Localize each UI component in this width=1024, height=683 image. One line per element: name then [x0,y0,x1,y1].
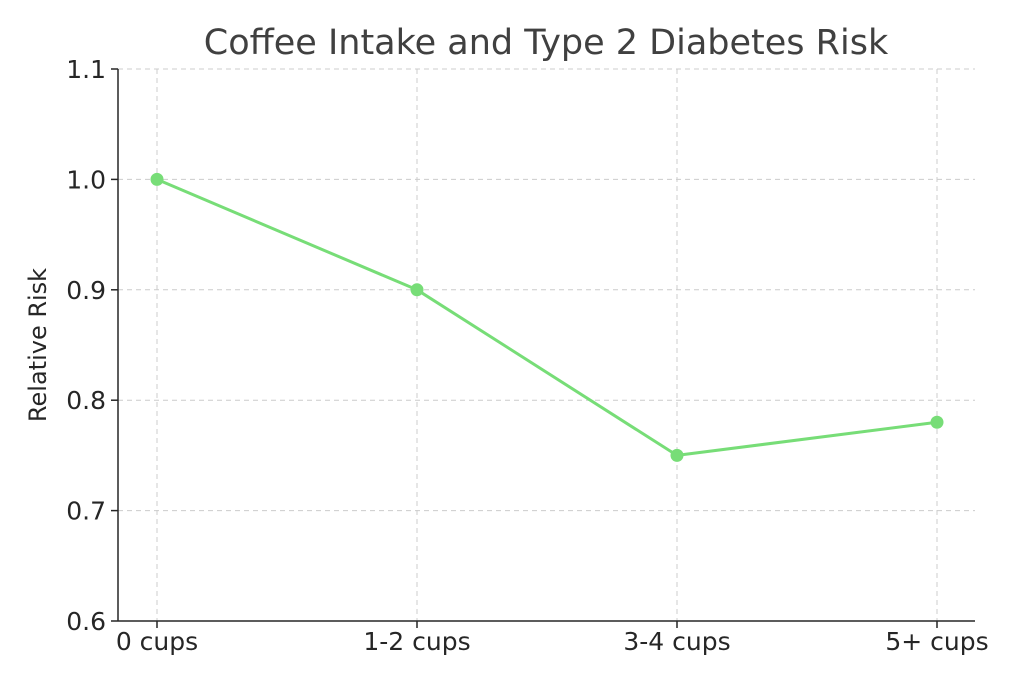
grid-layer [118,68,975,622]
series-line [155,177,939,457]
x-tick-label: 3-4 cups [623,627,730,656]
x-tick-label: 5+ cups [885,627,988,656]
y-tick-label: 0.7 [66,497,106,526]
x-tick-label: 1-2 cups [363,627,470,656]
data-point [670,448,684,462]
data-point [410,283,424,297]
labels-layer: Coffee Intake and Type 2 Diabetes Risk R… [24,23,989,656]
y-tick-label: 1.0 [66,165,106,194]
y-axis-label: Relative Risk [24,268,52,422]
series-layer [150,172,944,462]
y-tick-label: 0.6 [66,607,106,636]
chart-title: Coffee Intake and Type 2 Diabetes Risk [204,23,889,63]
y-tick-label: 0.8 [66,386,106,415]
x-tick-label: 0 cups [116,627,198,656]
data-point [150,172,164,186]
axes-layer [111,68,975,628]
y-tick-label: 1.1 [66,55,106,84]
data-point [930,415,944,429]
y-tick-label: 0.9 [66,276,106,305]
